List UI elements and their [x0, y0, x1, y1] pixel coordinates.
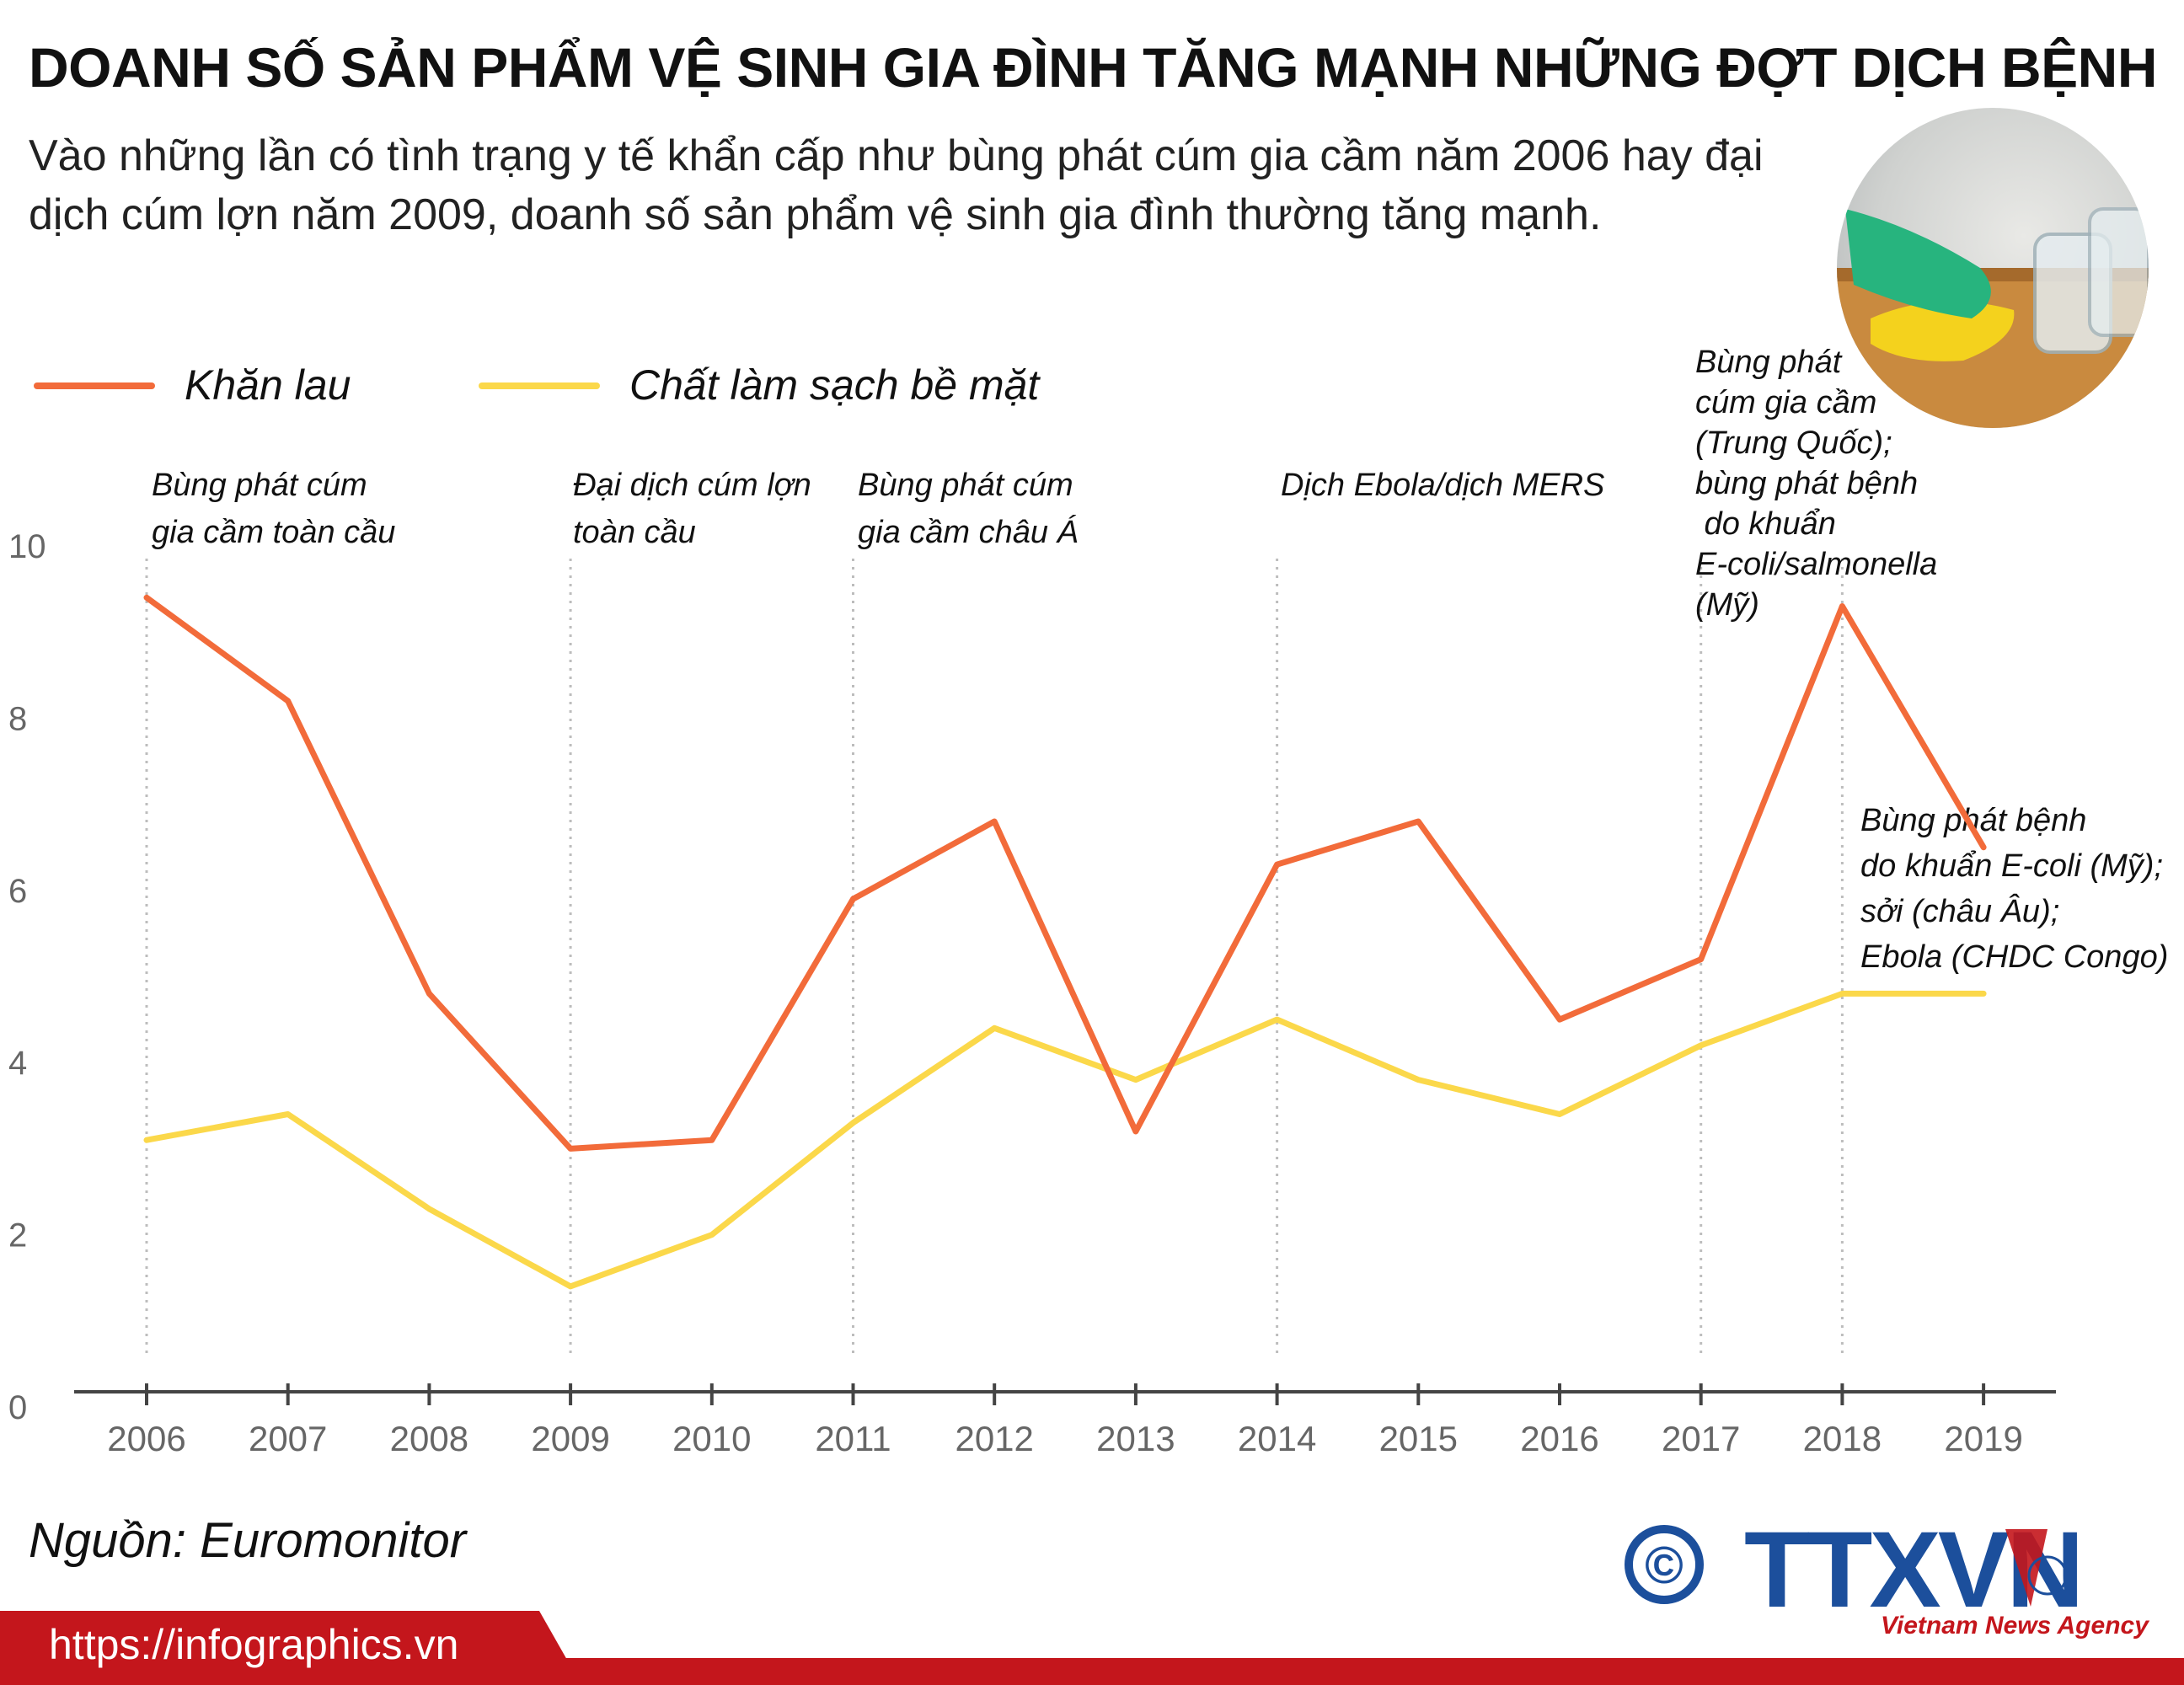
- copyright-symbol: ©: [1645, 1537, 1684, 1595]
- x-tick-label-2018: 2018: [1803, 1419, 1882, 1458]
- x-tick-label-2019: 2019: [1944, 1419, 2022, 1458]
- annotation-2006-line-1: Bùng phát cúm: [152, 468, 367, 503]
- annotation-2017-line-6: E-coli/salmonella: [1695, 547, 1937, 582]
- series-2-point-2014: [1276, 1018, 1279, 1021]
- x-tick-label-2008: 2008: [390, 1419, 468, 1458]
- source-note: Nguồn: Euromonitor: [29, 1513, 467, 1568]
- x-axis: 2006 2007 2008 2009 2010 2011 2012 2013 2014 2015…: [74, 1383, 2056, 1458]
- series-1-point-2010: [710, 1138, 714, 1142]
- series-2-point-2009: [569, 1285, 572, 1288]
- legend-label-1: Khăn lau: [185, 361, 351, 409]
- x-tick-label-2012: 2012: [955, 1419, 1033, 1458]
- x-tick-label-2013: 2013: [1096, 1419, 1175, 1458]
- x-tick-label-2011: 2011: [815, 1419, 891, 1458]
- series-line-1: [143, 594, 1987, 1152]
- y-tick-label-6: 6: [8, 873, 27, 910]
- annotation-2019-line-4: Ebola (CHDC Congo): [1860, 939, 2168, 975]
- series-1-point-2008: [427, 992, 431, 995]
- series-2-point-2011: [852, 1121, 854, 1125]
- series-2-point-2017: [1700, 1044, 1703, 1047]
- x-tick-label-2009: 2009: [531, 1419, 609, 1458]
- footer-url-link[interactable]: https://infographics.vn: [49, 1621, 459, 1668]
- footer-bar: [0, 1611, 2184, 1685]
- series-1-point-2014: [1276, 863, 1279, 866]
- page-subtitle: Vào những lần có tình trạng y tế khẩn cấ…: [29, 131, 1764, 239]
- legend: Khăn lau Chất làm sạch bề mặt: [34, 361, 1041, 409]
- y-tick-label-2: 2: [8, 1217, 27, 1254]
- series-2-point-2010: [710, 1233, 714, 1237]
- annotation-2017-line-1: Bùng phát: [1695, 345, 1843, 380]
- y-tick-label-8: 8: [8, 700, 27, 737]
- line-chart: Khăn lau Chất làm sạch bề mặt Bùng phát c…: [8, 345, 2168, 1458]
- annotation-2017-line-7: (Mỹ): [1695, 587, 1759, 623]
- x-tick-label-2016: 2016: [1520, 1419, 1598, 1458]
- x-tick-label-2010: 2010: [672, 1419, 751, 1458]
- series-lines: [143, 594, 1987, 1290]
- y-tick-label-0: 0: [8, 1389, 27, 1426]
- x-tick-label-2014: 2014: [1238, 1419, 1316, 1458]
- y-axis: 0 2 4 6 8 10: [8, 528, 46, 1426]
- annotation-2014-line-1: Dịch Ebola/dịch MERS: [1281, 468, 1604, 503]
- series-1-point-2019: [1982, 846, 1985, 849]
- series-2-point-2013: [1134, 1078, 1138, 1082]
- series-2-point-2006: [145, 1138, 148, 1142]
- series-1-point-2012: [993, 820, 996, 823]
- annotation-2017-line-4: bùng phát bệnh: [1695, 466, 1918, 501]
- event-annotations: Bùng phát cúm gia cầm toàn cầu Đại dịch cú…: [152, 345, 2168, 975]
- series-1-point-2015: [1416, 820, 1420, 823]
- series-2-point-2008: [427, 1207, 431, 1211]
- annotation-2017-line-5: do khuẩn: [1695, 506, 1836, 542]
- page-title: DOANH SỐ SẢN PHẨM VỆ SINH GIA ĐÌNH TĂNG …: [29, 36, 2157, 99]
- series-1-point-2009: [569, 1147, 572, 1150]
- y-tick-label-10: 10: [8, 528, 46, 565]
- legend-label-2: Chất làm sạch bề mặt: [629, 361, 1041, 409]
- series-2-point-2018: [1840, 992, 1844, 995]
- y-tick-label-4: 4: [8, 1045, 27, 1082]
- annotation-2019-line-3: sởi (châu Âu);: [1860, 893, 2059, 929]
- series-2-point-2007: [286, 1113, 290, 1116]
- series-2-point-2019: [1982, 992, 1985, 995]
- x-tick-label-2017: 2017: [1662, 1419, 1740, 1458]
- annotation-2009-line-2: toàn cầu: [573, 515, 696, 550]
- annotation-2017-line-3: (Trung Quốc);: [1695, 425, 1892, 461]
- x-tick-label-2015: 2015: [1379, 1419, 1458, 1458]
- series-1-point-2007: [286, 699, 290, 703]
- series-1-point-2017: [1700, 958, 1703, 961]
- logo-subtitle: Vietnam News Agency: [1881, 1612, 2149, 1640]
- ttxvn-logo: © TTXVN: [1625, 1512, 2085, 1630]
- series-2-point-2016: [1558, 1113, 1561, 1116]
- annotation-2011-line-2: gia cầm châu Á: [858, 514, 1079, 550]
- series-2-point-2012: [993, 1026, 996, 1030]
- annotation-2017-line-2: cúm gia cầm: [1695, 385, 1876, 420]
- series-1-point-2016: [1558, 1018, 1561, 1021]
- dashed-guides: [145, 559, 1844, 1355]
- series-1-point-2011: [852, 897, 854, 901]
- annotation-2011-line-1: Bùng phát cúm: [858, 468, 1073, 503]
- series-1-point-2013: [1134, 1130, 1138, 1133]
- series-1-point-2018: [1840, 605, 1844, 608]
- annotation-2009-line-1: Đại dịch cúm lợn: [573, 468, 811, 503]
- annotation-2019-line-2: do khuẩn E-coli (Mỹ);: [1860, 848, 2163, 884]
- series-2-point-2015: [1416, 1078, 1420, 1082]
- annotation-2006-line-2: gia cầm toàn cầu: [152, 515, 395, 550]
- series-1-point-2006: [145, 596, 148, 599]
- series-line-2: [143, 990, 1987, 1290]
- x-tick-label-2006: 2006: [107, 1419, 185, 1458]
- x-tick-label-2007: 2007: [249, 1419, 327, 1458]
